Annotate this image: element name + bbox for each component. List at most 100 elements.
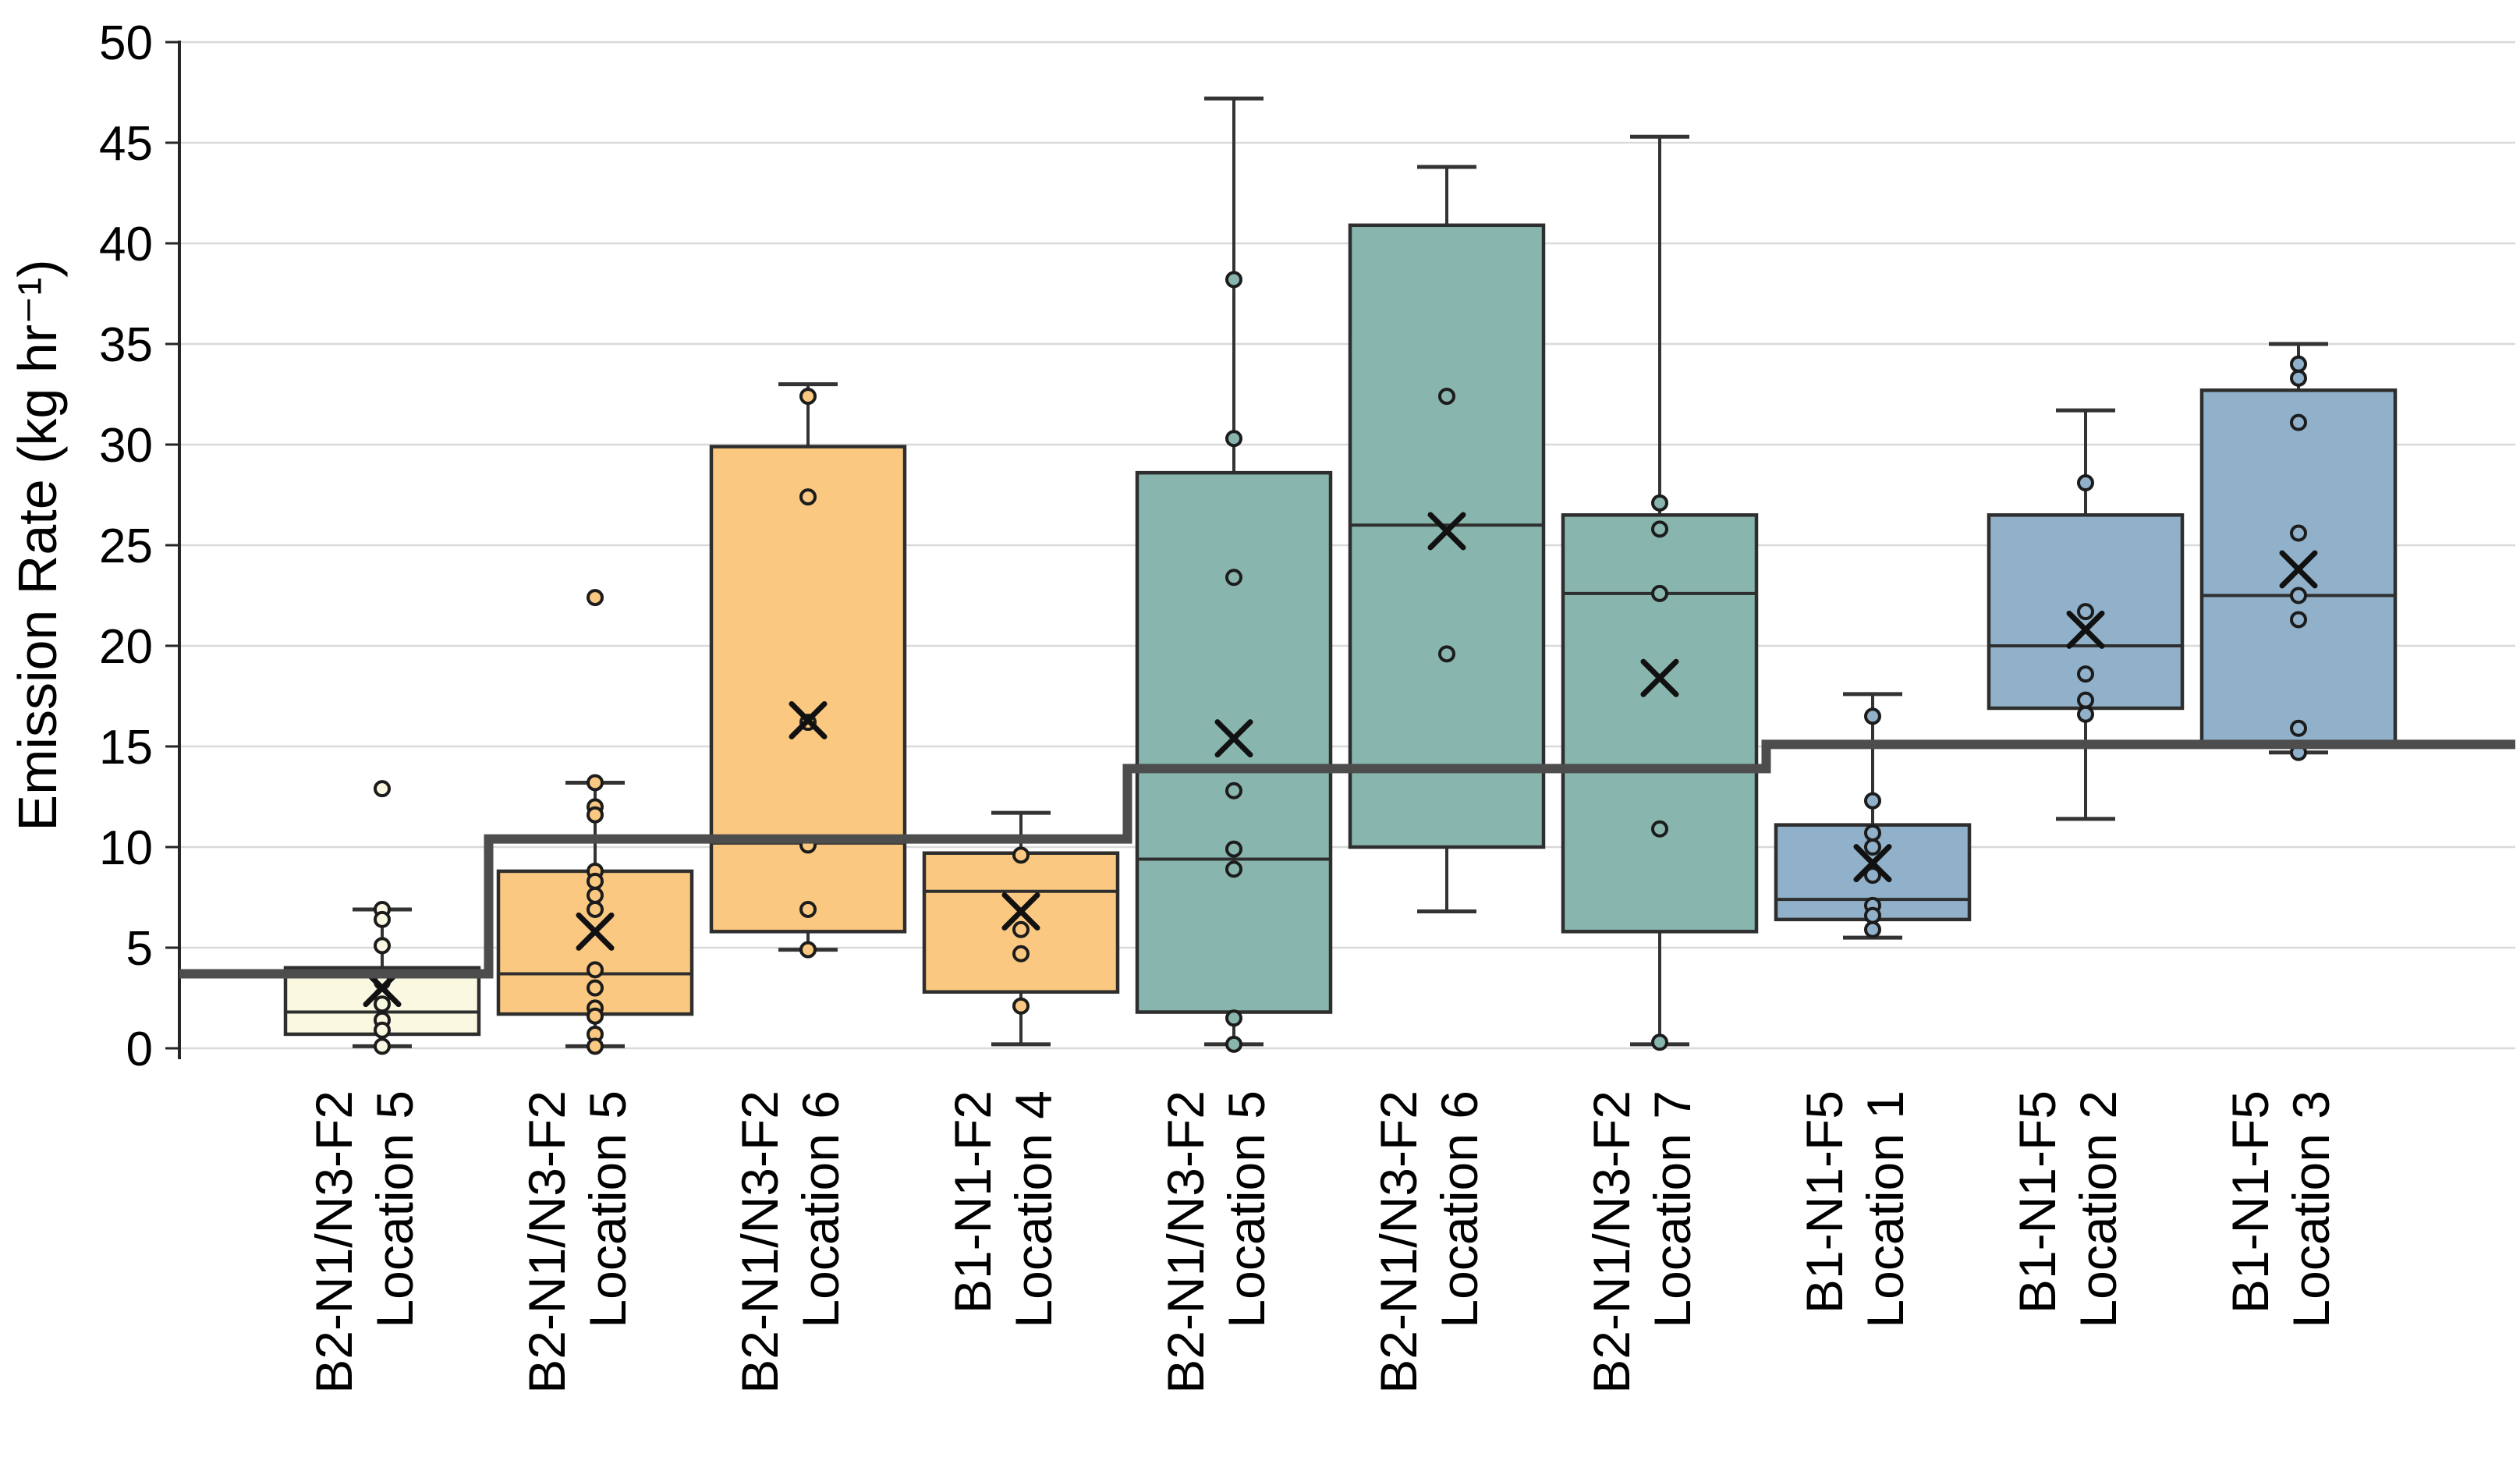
data-point xyxy=(1864,906,1881,924)
data-point xyxy=(2290,355,2307,373)
data-point xyxy=(374,1021,391,1039)
box-group-1 xyxy=(283,780,481,1055)
data-point xyxy=(587,872,604,890)
box-group-8 xyxy=(1774,692,1972,940)
y-axis-title: Emission Rate (kg hr⁻¹) xyxy=(7,259,68,831)
data-point xyxy=(1651,820,1668,838)
mean-x-marker xyxy=(2279,550,2318,589)
data-point xyxy=(2290,611,2307,629)
data-point xyxy=(1438,645,1455,663)
data-point xyxy=(2077,474,2094,492)
x-category-label: B1-N1-F5Location 1 xyxy=(1795,1090,1914,1328)
data-point xyxy=(374,780,391,798)
box-group-6 xyxy=(1348,165,1546,914)
x-category-label: B1-N1-F5Location 2 xyxy=(2008,1090,2127,1328)
data-point xyxy=(1864,867,1881,884)
x-category-label: B1-N1-F2Location 4 xyxy=(944,1090,1062,1328)
mean-x-marker xyxy=(1853,844,1892,883)
data-point xyxy=(587,900,604,918)
data-point xyxy=(1864,838,1881,856)
data-point xyxy=(1438,388,1455,406)
data-point xyxy=(799,488,817,506)
mean-x-marker xyxy=(1214,719,1253,758)
data-point xyxy=(1225,840,1242,858)
x-label-line2: Location 7 xyxy=(1643,1090,1701,1328)
x-label-line2: Location 1 xyxy=(1856,1090,1914,1328)
x-category-label: B2-N1/N3-F2Location 5 xyxy=(305,1090,424,1394)
data-point xyxy=(2077,665,2094,683)
data-point xyxy=(587,774,604,792)
data-point xyxy=(1864,707,1881,725)
data-point xyxy=(587,1037,604,1055)
y-tick-label: 35 xyxy=(99,318,153,372)
x-label-line1: B1-N1-F5 xyxy=(2008,1090,2066,1313)
data-point xyxy=(2290,369,2307,387)
data-point xyxy=(1225,1035,1242,1053)
data-point xyxy=(374,937,391,955)
data-point xyxy=(374,995,391,1013)
x-label-line2: Location 2 xyxy=(2069,1090,2127,1328)
x-label-line1: B2-N1/N3-F2 xyxy=(518,1090,576,1394)
mean-x-marker xyxy=(1427,512,1466,551)
data-point xyxy=(2290,587,2307,604)
x-category-label: B2-N1/N3-F2Location 5 xyxy=(1157,1090,1275,1394)
box-rect xyxy=(1348,223,1546,849)
x-axis-labels: B2-N1/N3-F2Location 5 B2-N1/N3-F2Location… xyxy=(305,1090,2340,1394)
data-point xyxy=(587,1007,604,1025)
x-category-label: B2-N1/N3-F2Location 6 xyxy=(731,1090,849,1394)
data-point xyxy=(1012,920,1030,938)
data-point xyxy=(587,979,604,997)
data-point xyxy=(1225,782,1242,799)
box-group-4 xyxy=(922,810,1120,1047)
y-tick-label: 10 xyxy=(99,821,153,875)
y-tick-label: 20 xyxy=(99,620,153,674)
x-label-line2: Location 4 xyxy=(1005,1090,1062,1328)
y-tick-label: 25 xyxy=(99,519,153,573)
x-label-line2: Location 6 xyxy=(1430,1090,1488,1328)
data-point xyxy=(2077,603,2094,621)
data-point xyxy=(1012,997,1030,1015)
x-label-line1: B2-N1/N3-F2 xyxy=(305,1090,363,1394)
x-label-line1: B2-N1/N3-F2 xyxy=(1370,1090,1427,1394)
x-label-line2: Location 6 xyxy=(792,1090,849,1328)
data-point xyxy=(1651,494,1668,512)
x-label-line1: B2-N1/N3-F2 xyxy=(1157,1090,1214,1394)
box-rect xyxy=(1561,513,1759,934)
data-point xyxy=(587,886,604,904)
box-group-9 xyxy=(1987,408,2185,821)
y-tick-label: 15 xyxy=(99,721,153,775)
y-tick-label: 0 xyxy=(126,1023,153,1076)
box-group-5 xyxy=(1135,96,1333,1053)
x-label-line2: Location 5 xyxy=(579,1090,636,1328)
x-label-line1: B1-N1-F5 xyxy=(1795,1090,1853,1313)
data-point xyxy=(374,910,391,928)
data-point xyxy=(1225,430,1242,448)
x-category-label: B2-N1/N3-F2Location 5 xyxy=(518,1090,636,1394)
box-rect xyxy=(1135,470,1333,1014)
data-point xyxy=(799,941,817,959)
x-label-line2: Location 5 xyxy=(366,1090,424,1328)
data-point xyxy=(1864,824,1881,842)
box-rect xyxy=(709,445,907,934)
x-label-line1: B1-N1-F5 xyxy=(2221,1090,2279,1313)
mean-x-marker xyxy=(576,912,615,951)
box-group-3 xyxy=(709,382,907,959)
x-label-line1: B2-N1/N3-F2 xyxy=(731,1090,789,1394)
y-tick-label: 45 xyxy=(99,117,153,171)
data-point xyxy=(799,900,817,918)
data-point xyxy=(374,1037,391,1055)
data-point xyxy=(1225,271,1242,289)
box-group-7 xyxy=(1561,134,1759,1051)
y-tick-label: 5 xyxy=(126,922,153,976)
data-point xyxy=(799,388,817,406)
gridlines xyxy=(179,41,2515,1050)
mean-x-marker xyxy=(789,700,828,739)
data-point xyxy=(1651,584,1668,602)
data-point xyxy=(2290,413,2307,431)
x-label-line2: Location 3 xyxy=(2282,1090,2340,1328)
mean-x-marker xyxy=(1640,658,1679,697)
data-point xyxy=(1225,569,1242,587)
mean-x-marker xyxy=(1001,892,1040,931)
x-category-label: B2-N1/N3-F2Location 6 xyxy=(1370,1090,1488,1394)
